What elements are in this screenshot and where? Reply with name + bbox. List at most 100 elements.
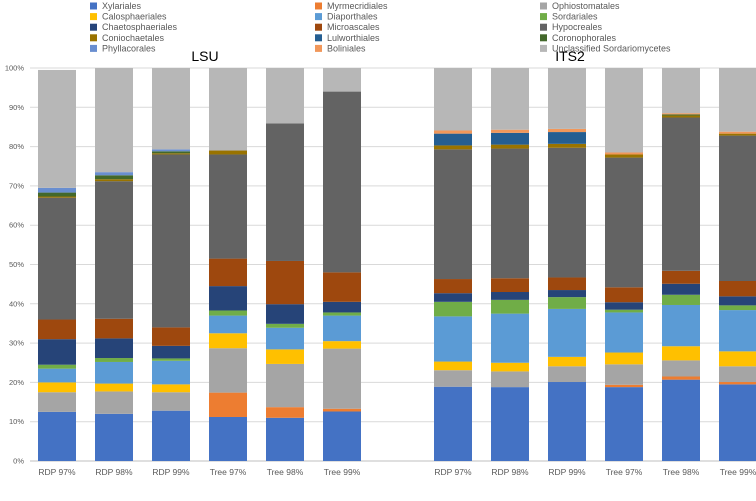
bar-segment xyxy=(719,382,756,385)
bar-segment xyxy=(95,338,133,359)
legend-label: Diaporthales xyxy=(327,12,378,22)
bar-segment xyxy=(38,69,76,188)
bar-segment xyxy=(719,305,756,311)
bar-segment xyxy=(38,319,76,340)
bar-segment xyxy=(662,360,700,377)
y-tick-label: 60% xyxy=(9,221,24,230)
x-tick-label: RDP 98% xyxy=(491,467,529,477)
bar-segment xyxy=(662,115,700,118)
bar-segment xyxy=(491,299,529,314)
bar-segment xyxy=(491,129,529,133)
bar-segment xyxy=(209,392,247,417)
bar-segment xyxy=(95,391,133,414)
bar-segment xyxy=(38,187,76,193)
bar-segment xyxy=(662,304,700,347)
bar-segment xyxy=(323,312,361,316)
panel-title: ITS2 xyxy=(555,48,585,64)
legend-label: Coronophorales xyxy=(552,33,617,43)
legend-swatch xyxy=(315,44,322,52)
bar-segment xyxy=(152,154,190,328)
bar-segment xyxy=(95,175,133,180)
bar-segment xyxy=(95,68,133,173)
bar-segment xyxy=(434,68,472,131)
bar-segment xyxy=(434,133,472,146)
bar-segment xyxy=(209,315,247,334)
bar-segment xyxy=(38,392,76,412)
bar-segment xyxy=(266,349,304,364)
bar-segment xyxy=(323,91,361,273)
bar-segment xyxy=(209,154,247,259)
bar-segment xyxy=(548,147,586,278)
bar-segment xyxy=(323,301,361,313)
bar-segment xyxy=(434,149,472,280)
legend-label: Coniochaetales xyxy=(102,33,165,43)
bar-segment xyxy=(491,292,529,300)
bar-segment xyxy=(323,411,361,461)
legend-swatch xyxy=(315,13,322,21)
bar-segment xyxy=(95,179,133,182)
bar-segment xyxy=(662,113,700,115)
bar-segment xyxy=(209,333,247,349)
bar-segment xyxy=(605,157,643,288)
y-tick-label: 70% xyxy=(9,181,24,190)
bar-segment xyxy=(491,362,529,372)
legend-swatch xyxy=(540,23,547,31)
bar-segment xyxy=(209,150,247,155)
legend-swatch xyxy=(315,34,322,42)
bar-segment xyxy=(152,392,190,411)
y-tick-label: 80% xyxy=(9,142,24,151)
bar-segment xyxy=(266,407,304,418)
bar-segment xyxy=(434,130,472,134)
bar-segment xyxy=(209,258,247,287)
bar-segment xyxy=(434,145,472,150)
legend-label: Phyllacorales xyxy=(102,43,156,53)
bar-segment xyxy=(605,302,643,310)
x-tick-label: Tree 99% xyxy=(324,467,361,477)
y-tick-label: 10% xyxy=(9,417,24,426)
bar-segment xyxy=(266,304,304,324)
bar-segment xyxy=(152,151,190,154)
bar-segment xyxy=(491,278,529,293)
bar-segment xyxy=(323,272,361,302)
bar-segment xyxy=(605,387,643,461)
bar-segment xyxy=(719,135,756,282)
bar-segment xyxy=(605,154,643,158)
bar-segment xyxy=(95,172,133,176)
bar-segment xyxy=(434,370,472,387)
bar-segment xyxy=(152,327,190,346)
bar-segment xyxy=(95,413,133,461)
bar-segment xyxy=(491,313,529,363)
bar-segment xyxy=(548,356,586,367)
bar-segment xyxy=(548,143,586,148)
bar-segment xyxy=(152,360,190,385)
legend-swatch xyxy=(90,34,97,42)
bar-segment xyxy=(266,327,304,350)
x-axis: RDP 97% RDP 98% RDP 99% Tree 97% Tree 98% Tre… xyxy=(38,467,756,477)
bar-segment xyxy=(209,310,247,316)
bar-segment xyxy=(323,341,361,349)
legend-label: Microascales xyxy=(327,22,380,32)
y-tick-label: 90% xyxy=(9,103,24,112)
bar-segment xyxy=(719,281,756,297)
bar-segment xyxy=(266,260,304,305)
bar-segment xyxy=(662,68,700,114)
bar-segment xyxy=(662,376,700,380)
bar-segment xyxy=(323,408,361,412)
bar-segment xyxy=(434,316,472,362)
legend: Xylariales Myrmecridiales Ophiostomatales C… xyxy=(90,1,671,53)
bar-segment xyxy=(491,68,529,130)
legend-swatch xyxy=(90,44,97,52)
legend-label: Boliniales xyxy=(327,43,366,53)
bar-segment xyxy=(38,339,76,365)
x-tick-label: RDP 98% xyxy=(95,467,133,477)
bar-segment xyxy=(434,386,472,461)
bar-segment xyxy=(605,384,643,388)
bar-segment xyxy=(548,308,586,357)
bar-segment xyxy=(38,368,76,383)
y-tick-label: 0% xyxy=(13,457,24,466)
y-tick-label: 20% xyxy=(9,378,24,387)
bar-segment xyxy=(605,312,643,353)
bar-segment xyxy=(605,68,643,153)
bar-segment xyxy=(152,345,190,359)
